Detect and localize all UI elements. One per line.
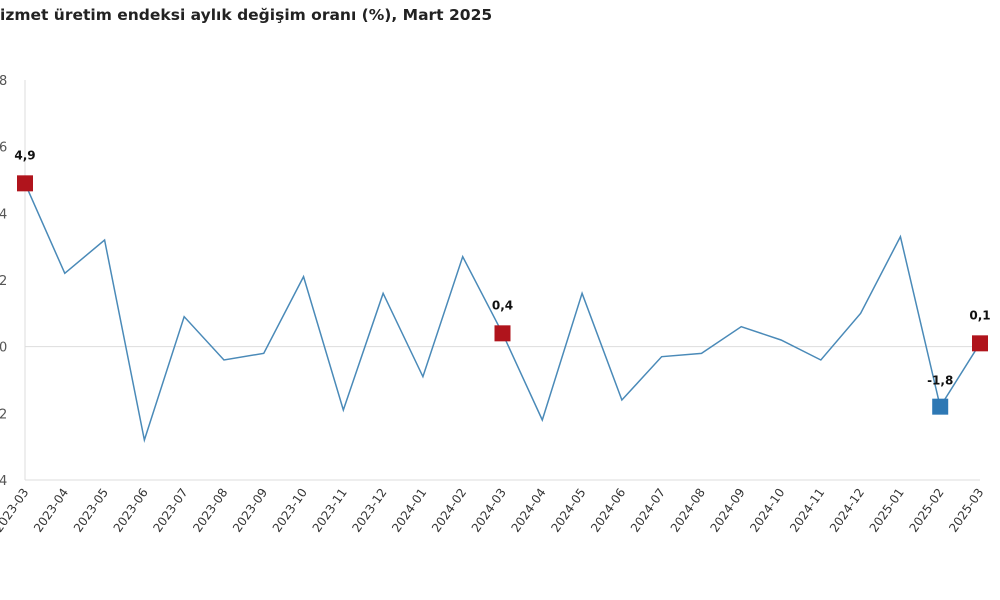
- x-tick-label: 2024-04: [509, 486, 549, 535]
- highlight-marker: [494, 325, 511, 342]
- x-tick-label: 2023-03: [0, 486, 31, 535]
- x-tick-label: 2025-02: [906, 486, 946, 535]
- x-tick-label: 2025-03: [946, 486, 986, 535]
- x-tick-label: 2023-05: [71, 486, 111, 535]
- highlight-marker: [17, 175, 33, 192]
- highlight-marker: [932, 398, 949, 415]
- chart-title: izmet üretim endeksi aylık değişim oranı…: [0, 6, 493, 24]
- data-label: 4,9: [14, 148, 35, 162]
- x-tick-label: 2023-06: [111, 486, 151, 535]
- x-tick-label: 2024-12: [827, 486, 867, 535]
- x-tick-label: 2023-10: [270, 486, 310, 535]
- y-tick-label: 2: [0, 274, 7, 289]
- data-label: -1,8: [927, 374, 953, 388]
- y-tick-label: 0: [0, 341, 7, 356]
- y-tick-label: 8: [0, 74, 7, 89]
- y-tick-label: 2: [0, 407, 7, 422]
- x-tick-label: 2023-09: [230, 486, 270, 535]
- x-tick-label: 2023-08: [190, 486, 230, 535]
- x-tick-label: 2025-01: [867, 486, 907, 535]
- x-tick-label: 2024-03: [469, 486, 509, 535]
- x-tick-label: 2024-08: [668, 486, 708, 535]
- x-tick-label: 2024-09: [707, 486, 747, 535]
- x-tick-label: 2024-05: [548, 486, 588, 535]
- x-tick-label: 2024-06: [588, 486, 628, 535]
- x-tick-label: 2024-07: [628, 486, 668, 535]
- x-tick-label: 2024-11: [787, 486, 827, 535]
- y-tick-label: 4: [0, 207, 7, 222]
- x-tick-label: 2023-12: [349, 486, 389, 535]
- x-tick-label: 2024-02: [429, 486, 469, 535]
- x-tick-label: 2024-10: [747, 486, 787, 535]
- data-label: 0,1: [969, 308, 990, 322]
- x-tick-label: 2023-07: [150, 486, 190, 535]
- y-tick-label: 4: [0, 474, 7, 489]
- highlight-marker: [972, 335, 988, 352]
- x-tick-label: 2023-04: [31, 486, 71, 535]
- data-label: 0,4: [492, 298, 513, 312]
- x-tick-label: 2023-11: [310, 486, 350, 535]
- y-tick-label: 6: [0, 141, 7, 156]
- x-tick-label: 2024-01: [389, 486, 429, 535]
